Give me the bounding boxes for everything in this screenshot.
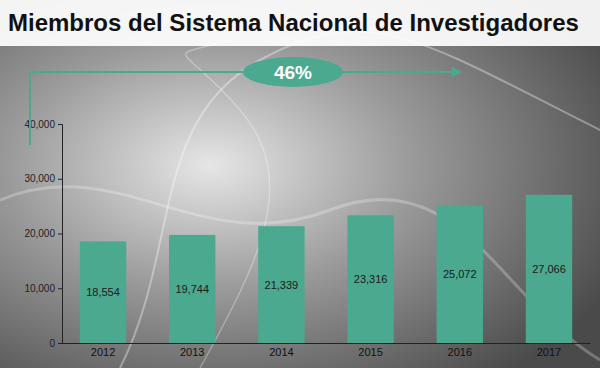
annotation-text: 46%: [274, 62, 312, 83]
y-tick-label: 10,000: [24, 283, 55, 294]
y-tick-label: 0: [49, 338, 55, 349]
decoration: [0, 31, 600, 368]
x-axis-line: [63, 343, 591, 344]
y-tick: 0: [49, 338, 62, 349]
y-tick: 30,000: [24, 173, 62, 184]
background: [0, 0, 600, 368]
bar: [258, 226, 304, 343]
y-tick-label: 30,000: [24, 173, 55, 184]
x-axis: 2012 2013 2014 2015 2016 2017: [63, 343, 591, 358]
x-tick-label: 2013: [180, 346, 204, 358]
y-tick-mark: [58, 343, 62, 344]
data-label: 19,744: [175, 283, 209, 295]
bar: [169, 235, 215, 343]
x-tick-label: 2014: [269, 346, 293, 358]
y-tick: 20,000: [24, 228, 62, 239]
x-tick-label: 2016: [448, 346, 472, 358]
x-tick: 2016: [448, 343, 472, 358]
annotation-arrow: [30, 72, 460, 145]
y-axis-line: [58, 125, 63, 344]
x-tick: 2014: [269, 343, 293, 358]
y-tick-mark: [58, 234, 62, 235]
data-label: 25,072: [443, 268, 477, 280]
data-label: 21,339: [265, 279, 299, 291]
y-tick: 10,000: [24, 283, 62, 294]
bar: [347, 215, 393, 343]
y-tick-mark: [58, 179, 62, 180]
data-label: 23,316: [354, 273, 388, 285]
data-label: 18,554: [86, 286, 120, 298]
data-labels: 18,554 19,744 21,339 23,316 25,072 27,066: [86, 263, 566, 298]
bar: [526, 195, 572, 343]
swirl: [0, 187, 600, 360]
x-tick-label: 2015: [358, 346, 382, 358]
x-tick: 2017: [537, 343, 561, 358]
y-tick-mark: [58, 124, 62, 125]
bar: [437, 206, 483, 343]
x-tick-label: 2012: [91, 346, 115, 358]
bar: [80, 241, 126, 343]
bars: [80, 195, 572, 343]
x-tick-label: 2017: [537, 346, 561, 358]
annotation-badge: [243, 57, 343, 87]
chart: Miembros del Sistema Nacional de Investi…: [0, 0, 600, 368]
x-tick: 2013: [180, 343, 204, 358]
x-tick: 2015: [358, 343, 382, 358]
y-axis: 010,00020,00030,00040,000: [24, 119, 62, 349]
data-label: 27,066: [532, 263, 566, 275]
y-tick-label: 20,000: [24, 228, 55, 239]
swirl: [120, 31, 600, 368]
x-tick: 2012: [91, 343, 115, 358]
annotation: 46%: [30, 57, 460, 145]
title-band: [0, 0, 600, 46]
y-tick-mark: [58, 288, 62, 289]
title: Miembros del Sistema Nacional de Investi…: [8, 9, 579, 36]
